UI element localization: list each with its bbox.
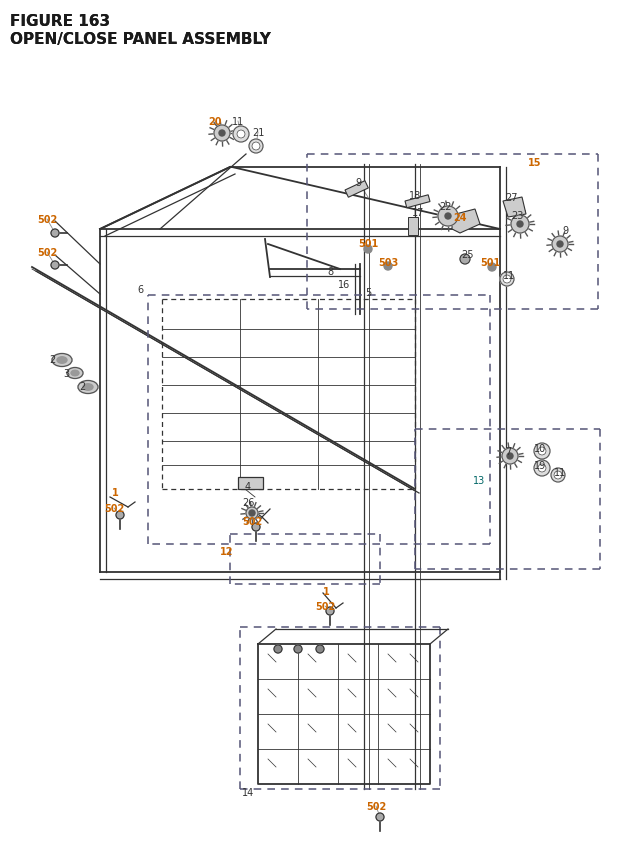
Circle shape	[316, 645, 324, 653]
Circle shape	[51, 230, 59, 238]
Text: 502: 502	[37, 248, 57, 257]
Text: 12: 12	[220, 547, 234, 556]
Ellipse shape	[52, 354, 72, 367]
Text: 2: 2	[79, 381, 85, 392]
Text: 502: 502	[366, 801, 386, 811]
Ellipse shape	[83, 384, 93, 391]
Text: FIGURE 163: FIGURE 163	[10, 14, 110, 29]
Text: 502: 502	[37, 214, 57, 225]
Polygon shape	[452, 210, 480, 233]
Text: 23: 23	[511, 211, 523, 220]
Circle shape	[488, 263, 496, 272]
Text: 13: 13	[473, 475, 485, 486]
Circle shape	[534, 461, 550, 476]
Circle shape	[552, 237, 568, 253]
Text: 5: 5	[365, 288, 371, 298]
Text: FIGURE 163: FIGURE 163	[10, 14, 110, 29]
Circle shape	[538, 464, 546, 473]
Text: 11: 11	[554, 468, 566, 478]
Text: 9: 9	[355, 177, 361, 188]
Text: 22: 22	[440, 201, 452, 212]
Text: 20: 20	[208, 117, 221, 127]
Text: 21: 21	[252, 127, 264, 138]
Text: 9: 9	[562, 226, 568, 236]
Circle shape	[517, 222, 523, 228]
Text: 18: 18	[409, 191, 421, 201]
Text: 15: 15	[528, 158, 541, 168]
Circle shape	[364, 245, 372, 254]
Bar	[405, 195, 430, 208]
Bar	[345, 182, 368, 198]
Circle shape	[551, 468, 565, 482]
Text: 11: 11	[232, 117, 244, 127]
Bar	[238, 478, 263, 489]
Circle shape	[376, 813, 384, 821]
Ellipse shape	[57, 357, 67, 364]
Circle shape	[538, 448, 546, 455]
Text: 502: 502	[242, 517, 262, 526]
Circle shape	[252, 143, 260, 151]
Text: 11: 11	[503, 270, 515, 281]
Text: 3: 3	[63, 369, 69, 379]
Text: 501: 501	[480, 257, 500, 268]
Circle shape	[246, 507, 258, 519]
Text: OPEN/CLOSE PANEL ASSEMBLY: OPEN/CLOSE PANEL ASSEMBLY	[10, 32, 271, 47]
Circle shape	[116, 511, 124, 519]
Bar	[408, 218, 418, 236]
Text: 7: 7	[505, 447, 511, 456]
Circle shape	[249, 511, 255, 517]
Circle shape	[274, 645, 282, 653]
Circle shape	[500, 273, 514, 287]
Text: 10: 10	[534, 443, 546, 454]
Text: OPEN/CLOSE PANEL ASSEMBLY: OPEN/CLOSE PANEL ASSEMBLY	[10, 32, 271, 47]
Circle shape	[503, 276, 511, 283]
Ellipse shape	[67, 368, 83, 379]
Ellipse shape	[71, 371, 79, 376]
Text: 502: 502	[104, 504, 124, 513]
Circle shape	[445, 214, 451, 220]
Circle shape	[252, 523, 260, 531]
Text: 24: 24	[453, 213, 467, 223]
Circle shape	[326, 607, 334, 616]
Circle shape	[249, 139, 263, 154]
Circle shape	[557, 242, 563, 248]
Circle shape	[554, 472, 562, 480]
Text: 4: 4	[245, 481, 251, 492]
Polygon shape	[503, 198, 526, 218]
Circle shape	[237, 131, 245, 139]
Text: 25: 25	[461, 250, 474, 260]
Circle shape	[460, 255, 470, 264]
Circle shape	[294, 645, 302, 653]
Text: 8: 8	[327, 267, 333, 276]
Text: 19: 19	[534, 461, 546, 470]
Circle shape	[502, 449, 518, 464]
Text: 6: 6	[137, 285, 143, 294]
Circle shape	[233, 127, 249, 143]
Text: 502: 502	[315, 601, 335, 611]
Circle shape	[219, 131, 225, 137]
Text: 1: 1	[111, 487, 118, 498]
Circle shape	[534, 443, 550, 460]
Text: 2: 2	[49, 355, 55, 364]
Text: 17: 17	[412, 208, 424, 218]
Text: 501: 501	[358, 238, 378, 249]
Text: 16: 16	[338, 280, 350, 289]
Circle shape	[384, 263, 392, 270]
Text: 503: 503	[378, 257, 398, 268]
Text: 26: 26	[242, 498, 254, 507]
Circle shape	[438, 207, 458, 226]
Ellipse shape	[78, 381, 98, 394]
Text: 14: 14	[242, 787, 254, 797]
Circle shape	[51, 262, 59, 269]
Circle shape	[507, 454, 513, 460]
Circle shape	[511, 216, 529, 233]
Text: 1: 1	[323, 586, 330, 597]
Text: 27: 27	[506, 193, 518, 202]
Circle shape	[214, 126, 230, 142]
